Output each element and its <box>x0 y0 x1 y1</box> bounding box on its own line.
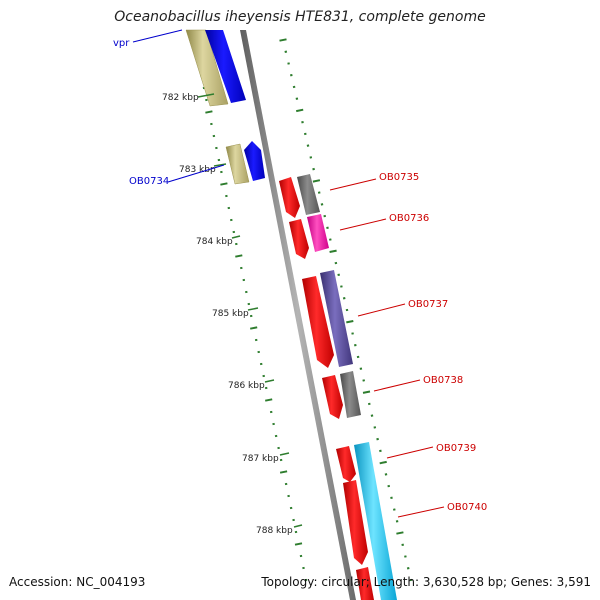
feature-labels: vpr OB0734 OB0735 OB0736 OB0737 OB0738 O… <box>113 29 487 518</box>
scale-connector-783 <box>213 163 227 167</box>
gene-blue-ob0734[interactable] <box>244 141 265 181</box>
outer-scale-tick <box>379 460 387 465</box>
inner-scale-tick <box>294 542 303 546</box>
leader-ob0737 <box>357 303 406 317</box>
feature-label-ob0739[interactable]: OB0739 <box>436 443 476 454</box>
gene-red-ob0738[interactable] <box>322 375 343 419</box>
outer-scale-tick <box>292 85 296 89</box>
scale-connector-787 <box>279 452 290 456</box>
leader-ob0740 <box>397 506 445 518</box>
gene-cyan-ob0739-ob0740[interactable] <box>354 442 397 600</box>
outer-scale-tick <box>342 297 346 300</box>
genome-summary-text: Topology: circular; Length: 3,630,528 bp… <box>261 575 591 589</box>
gene-khaki-ob0734[interactable] <box>225 143 250 185</box>
scale-ticks-outer <box>279 38 413 582</box>
inner-scale-tick <box>265 398 273 402</box>
gene-red-ob0739[interactable] <box>336 446 356 482</box>
scale-labels: 782 kbp 783 kbp 784 kbp 785 kbp 786 kbp … <box>162 93 303 536</box>
feature-label-ob0738[interactable]: OB0738 <box>423 375 463 386</box>
outer-scale-tick <box>334 261 338 265</box>
feature-label-ob0736[interactable]: OB0736 <box>389 213 429 224</box>
outer-scale-tick <box>376 437 379 441</box>
gene-red-ob0736[interactable] <box>289 219 309 259</box>
outer-scale-tick <box>362 390 371 394</box>
gene-gray-ob0735[interactable] <box>297 174 320 215</box>
outer-scale-tick <box>384 473 388 476</box>
leader-ob0734 <box>167 164 225 183</box>
scale-label-785: 785 kbp <box>212 309 249 319</box>
scale-label-782: 782 kbp <box>162 93 199 103</box>
gene-red-ob0735[interactable] <box>279 177 300 218</box>
scale-connector-788 <box>293 524 303 528</box>
outer-scale-tick <box>370 414 374 417</box>
feature-label-vpr[interactable]: vpr <box>113 38 130 49</box>
scale-label-783: 783 kbp <box>179 165 216 175</box>
leader-ob0738 <box>373 379 421 392</box>
inner-scale-tick <box>205 110 213 114</box>
feature-label-ob0740[interactable]: OB0740 <box>447 502 487 513</box>
scale-connector-785 <box>247 307 259 311</box>
inner-scale-tick <box>250 326 258 330</box>
feature-label-ob0737[interactable]: OB0737 <box>408 299 448 310</box>
accession-text: Accession: NC_004193 <box>9 575 146 589</box>
outer-scale-tick <box>320 203 324 206</box>
outer-scale-tick <box>392 508 396 511</box>
inner-scale-tick <box>220 182 228 186</box>
outer-scale-tick <box>379 449 382 453</box>
scale-label-787: 787 kbp <box>242 454 279 464</box>
map-title: Oceanobacillus iheyensis HTE831, complet… <box>114 9 486 25</box>
leader-ob0735 <box>329 178 377 191</box>
outer-scale-tick <box>362 379 366 382</box>
scale-label-786: 786 kbp <box>228 381 265 391</box>
outer-scale-tick <box>279 38 287 42</box>
outer-scale-tick <box>406 567 410 570</box>
feature-label-ob0734[interactable]: OB0734 <box>129 176 169 187</box>
scale-connector-784 <box>231 235 241 239</box>
gene-red-lower[interactable] <box>356 567 374 600</box>
gene-track <box>185 29 397 600</box>
scale-connector-782 <box>197 93 215 98</box>
gene-khaki-vpr[interactable] <box>185 29 229 107</box>
inner-scale-tick <box>235 254 243 258</box>
scale-connector-786 <box>264 379 275 383</box>
outer-scale-tick <box>396 531 404 535</box>
leader-vpr <box>132 29 183 43</box>
outer-scale-tick <box>346 320 354 324</box>
outer-scale-tick <box>296 108 304 113</box>
outer-scale-tick <box>356 355 360 359</box>
outer-scale-tick <box>284 50 288 53</box>
outer-scale-tick <box>312 167 315 171</box>
inner-scale-tick <box>279 470 288 474</box>
scale-label-784: 784 kbp <box>196 237 233 247</box>
outer-scale-tick <box>312 179 321 183</box>
gene-red-ob0740[interactable] <box>343 480 368 565</box>
gene-blue-vpr[interactable] <box>205 30 246 103</box>
scale-label-788: 788 kbp <box>256 526 293 536</box>
outer-scale-tick <box>306 144 310 147</box>
gene-gray-ob0738[interactable] <box>340 371 361 418</box>
gene-purple-ob0737[interactable] <box>320 270 353 367</box>
gene-red-ob0737[interactable] <box>302 276 334 368</box>
outer-scale-tick <box>329 249 337 253</box>
genome-backbone <box>240 30 356 600</box>
feature-label-ob0735[interactable]: OB0735 <box>379 172 419 183</box>
outer-scale-tick <box>328 238 332 241</box>
gene-magenta-ob0736[interactable] <box>307 214 329 252</box>
leader-ob0739 <box>386 446 434 459</box>
leader-ob0736 <box>339 218 387 231</box>
